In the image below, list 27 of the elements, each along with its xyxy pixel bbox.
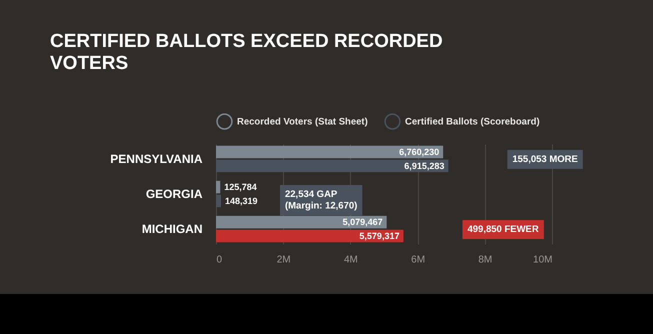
chart-title: CERTIFIED BALLOTS EXCEED RECORDED VOTERS [50, 31, 443, 74]
bar [216, 160, 448, 172]
data-label: 148,319 [224, 196, 258, 206]
y-tick-label: PENNSYLVANIA [110, 152, 203, 166]
x-tick-label: 6M [411, 254, 426, 266]
x-tick-label: 10M [533, 254, 552, 266]
x-tick-label: 8M [478, 254, 492, 266]
x-tick-label: 2M [276, 254, 291, 266]
data-label: 125,784 [224, 182, 257, 192]
bar [216, 194, 221, 208]
annotation: 22,534 GAP (Margin: 12,670) [284, 189, 358, 212]
data-label: 5,579,317 [359, 231, 400, 242]
bar [216, 230, 404, 242]
bar [216, 180, 220, 194]
x-tick-label: 0 [216, 254, 222, 266]
data-label: 5,079,467 [342, 217, 383, 228]
bar [216, 146, 444, 158]
bar [216, 216, 387, 228]
y-tick-label: GEORGIA [146, 187, 203, 201]
legend-label: Recorded Voters (Stat Sheet) [237, 116, 368, 128]
data-label: 6,760,230 [399, 146, 440, 157]
y-tick-label: MICHIGAN [142, 222, 202, 236]
annotation: 499,850 FEWER [467, 224, 539, 236]
legend-label: Certified Ballots (Scoreboard) [405, 116, 540, 128]
x-tick-label: 4M [344, 254, 358, 266]
annotation: 155,053 MORE [512, 154, 578, 165]
data-label: 6,915,283 [404, 160, 444, 171]
